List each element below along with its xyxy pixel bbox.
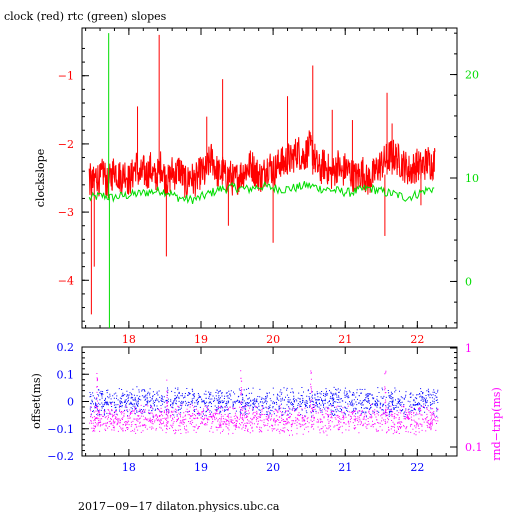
top-ticks: −1 −2 −3 −4 0 10 20 18 19 20 21 22 [58, 28, 479, 346]
bottom-ticks: 0.2 0.1 0 −0.1 −0.2 1 0.1 18 19 20 21 22 [47, 341, 482, 474]
clock-series [88, 34, 436, 315]
x-tick-label: 18 [122, 333, 136, 346]
x-tick-label: 19 [194, 333, 208, 346]
y2-tick-label: 1 [465, 342, 472, 355]
rtc-line [88, 180, 435, 205]
rtc-series [88, 33, 435, 328]
chart-title: clock (red) rtc (green) slopes [4, 10, 167, 23]
y-tick-label: 0.1 [57, 368, 75, 381]
bottom-y-axis-label: offset(ms) [30, 373, 43, 429]
x-tick-label: 22 [410, 461, 424, 474]
y-tick-label: −3 [58, 206, 74, 219]
y-tick-label: −0.1 [47, 423, 74, 436]
x-tick-label: 20 [266, 461, 280, 474]
y-tick-label: −2 [58, 138, 74, 151]
y-tick-label: 0.2 [57, 341, 75, 354]
x-tick-label: 21 [338, 461, 352, 474]
top-y-axis-label: clockslope [34, 149, 47, 207]
top-panel: −1 −2 −3 −4 0 10 20 18 19 20 21 22 clockslope [34, 27, 479, 346]
y-tick-label: −0.2 [47, 450, 74, 463]
x-tick-label: 21 [338, 333, 352, 346]
x-tick-label: 22 [410, 333, 424, 346]
offset-rndtrip-points [89, 370, 439, 436]
rndtrip-points [89, 370, 439, 436]
y2-tick-label: 0 [465, 275, 472, 288]
y-tick-label: −4 [58, 274, 74, 287]
x-tick-label: 18 [122, 461, 136, 474]
bottom-panel: 0.2 0.1 0 −0.1 −0.2 1 0.1 18 19 20 21 22 offset(ms)… [30, 341, 503, 474]
y-tick-label: 0 [67, 396, 74, 409]
footer-text: 2017−09−17 dilaton.physics.ubc.ca [78, 500, 280, 512]
x-tick-label: 20 [266, 333, 280, 346]
y-tick-label: −1 [58, 70, 74, 83]
y2-tick-label: 20 [465, 69, 479, 82]
y2-tick-label: 10 [465, 172, 479, 185]
y2-tick-label: 0.1 [465, 441, 483, 454]
offset-points [89, 386, 439, 418]
bottom-y2-axis-label: rnd−trip(ms) [490, 387, 503, 461]
clock-line [88, 130, 436, 199]
x-tick-label: 19 [194, 461, 208, 474]
